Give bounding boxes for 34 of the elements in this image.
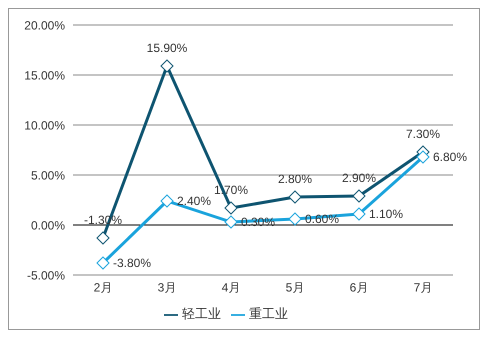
data-label: 1.10% [369,207,404,221]
point [224,202,238,214]
data-label: 7.30% [406,127,440,141]
point [288,190,302,204]
x-tick-label: 7月 [414,280,432,295]
y-tick-label: -5.00% [26,268,66,282]
y-tick-label: 20.00% [24,18,66,32]
point [352,208,366,220]
x-tick-label: 6月 [350,280,368,295]
point [96,256,110,270]
x-tick-label: 3月 [158,280,176,295]
point [160,194,174,208]
legend-label: 重工业 [249,306,288,321]
point [224,216,238,228]
x-tick-label: 2月 [94,280,112,295]
data-label: 2.90% [342,171,376,185]
data-label: -3.80% [113,256,152,270]
y-tick-label: 10.00% [24,118,66,132]
data-label: 0.30% [241,215,276,229]
x-tick-label: 4月 [222,280,240,295]
data-label: 2.80% [278,172,312,186]
x-tick-label: 5月 [286,280,304,295]
legend-label: 轻工业 [182,306,221,321]
point [352,190,366,202]
y-tick-label: 15.00% [24,68,66,82]
data-label: 2.40% [177,194,212,208]
point [416,150,430,164]
point [288,212,302,226]
data-label: 6.80% [433,150,468,164]
point [160,60,174,72]
point [96,232,110,244]
data-label: 15.90% [146,41,188,55]
y-tick-label: 0.00% [30,218,66,232]
y-tick-label: 5.00% [30,168,66,182]
